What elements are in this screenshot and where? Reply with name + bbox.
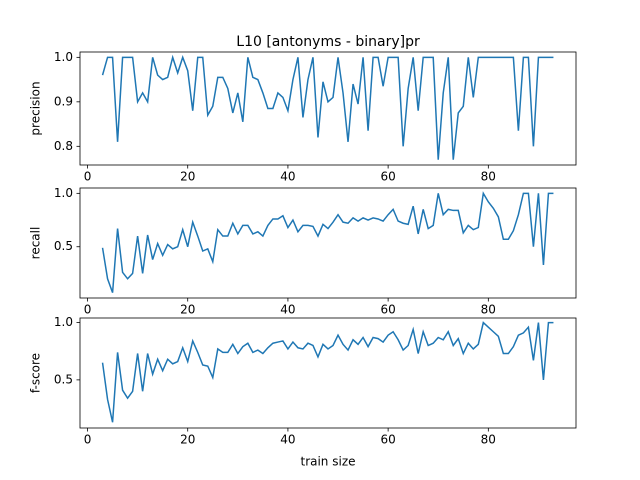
y-axis-label: precision: [29, 81, 43, 135]
x-tick-label: 60: [380, 170, 395, 184]
y-tick-label: 0.5: [54, 372, 73, 386]
data-line: [101, 321, 554, 423]
x-tick-label: 40: [280, 433, 295, 447]
x-tick-label: 60: [380, 303, 395, 317]
x-tick-label: 20: [180, 170, 195, 184]
x-tick-label: 0: [84, 303, 92, 317]
x-tick-label: 0: [84, 433, 92, 447]
x-tick-label: 20: [180, 433, 195, 447]
x-axis-label: train size: [300, 455, 355, 469]
y-tick-label: 1.0: [54, 50, 73, 64]
x-tick-label: 20: [180, 303, 195, 317]
y-tick-label: 1.0: [54, 315, 73, 329]
y-tick-label: 0.9: [54, 94, 73, 108]
y-tick-label: 0.5: [54, 239, 73, 253]
y-tick-label: 0.8: [54, 139, 73, 153]
y-axis-label: f-score: [29, 353, 43, 393]
axes-frame: [79, 317, 577, 429]
x-tick-label: 80: [481, 170, 496, 184]
x-tick-label: 60: [380, 433, 395, 447]
axes-frame: [79, 187, 577, 299]
y-axis-label: recall: [29, 227, 43, 260]
chart-title: L10 [antonyms - binary]pr: [236, 34, 420, 50]
x-tick-label: 0: [84, 170, 92, 184]
x-tick-label: 40: [280, 303, 295, 317]
y-tick-label: 1.0: [54, 186, 73, 200]
data-line: [101, 191, 554, 293]
x-tick-label: 80: [481, 433, 496, 447]
x-tick-label: 40: [280, 170, 295, 184]
x-tick-label: 80: [481, 303, 496, 317]
axes-frame: [79, 51, 577, 166]
data-line: [101, 54, 554, 160]
